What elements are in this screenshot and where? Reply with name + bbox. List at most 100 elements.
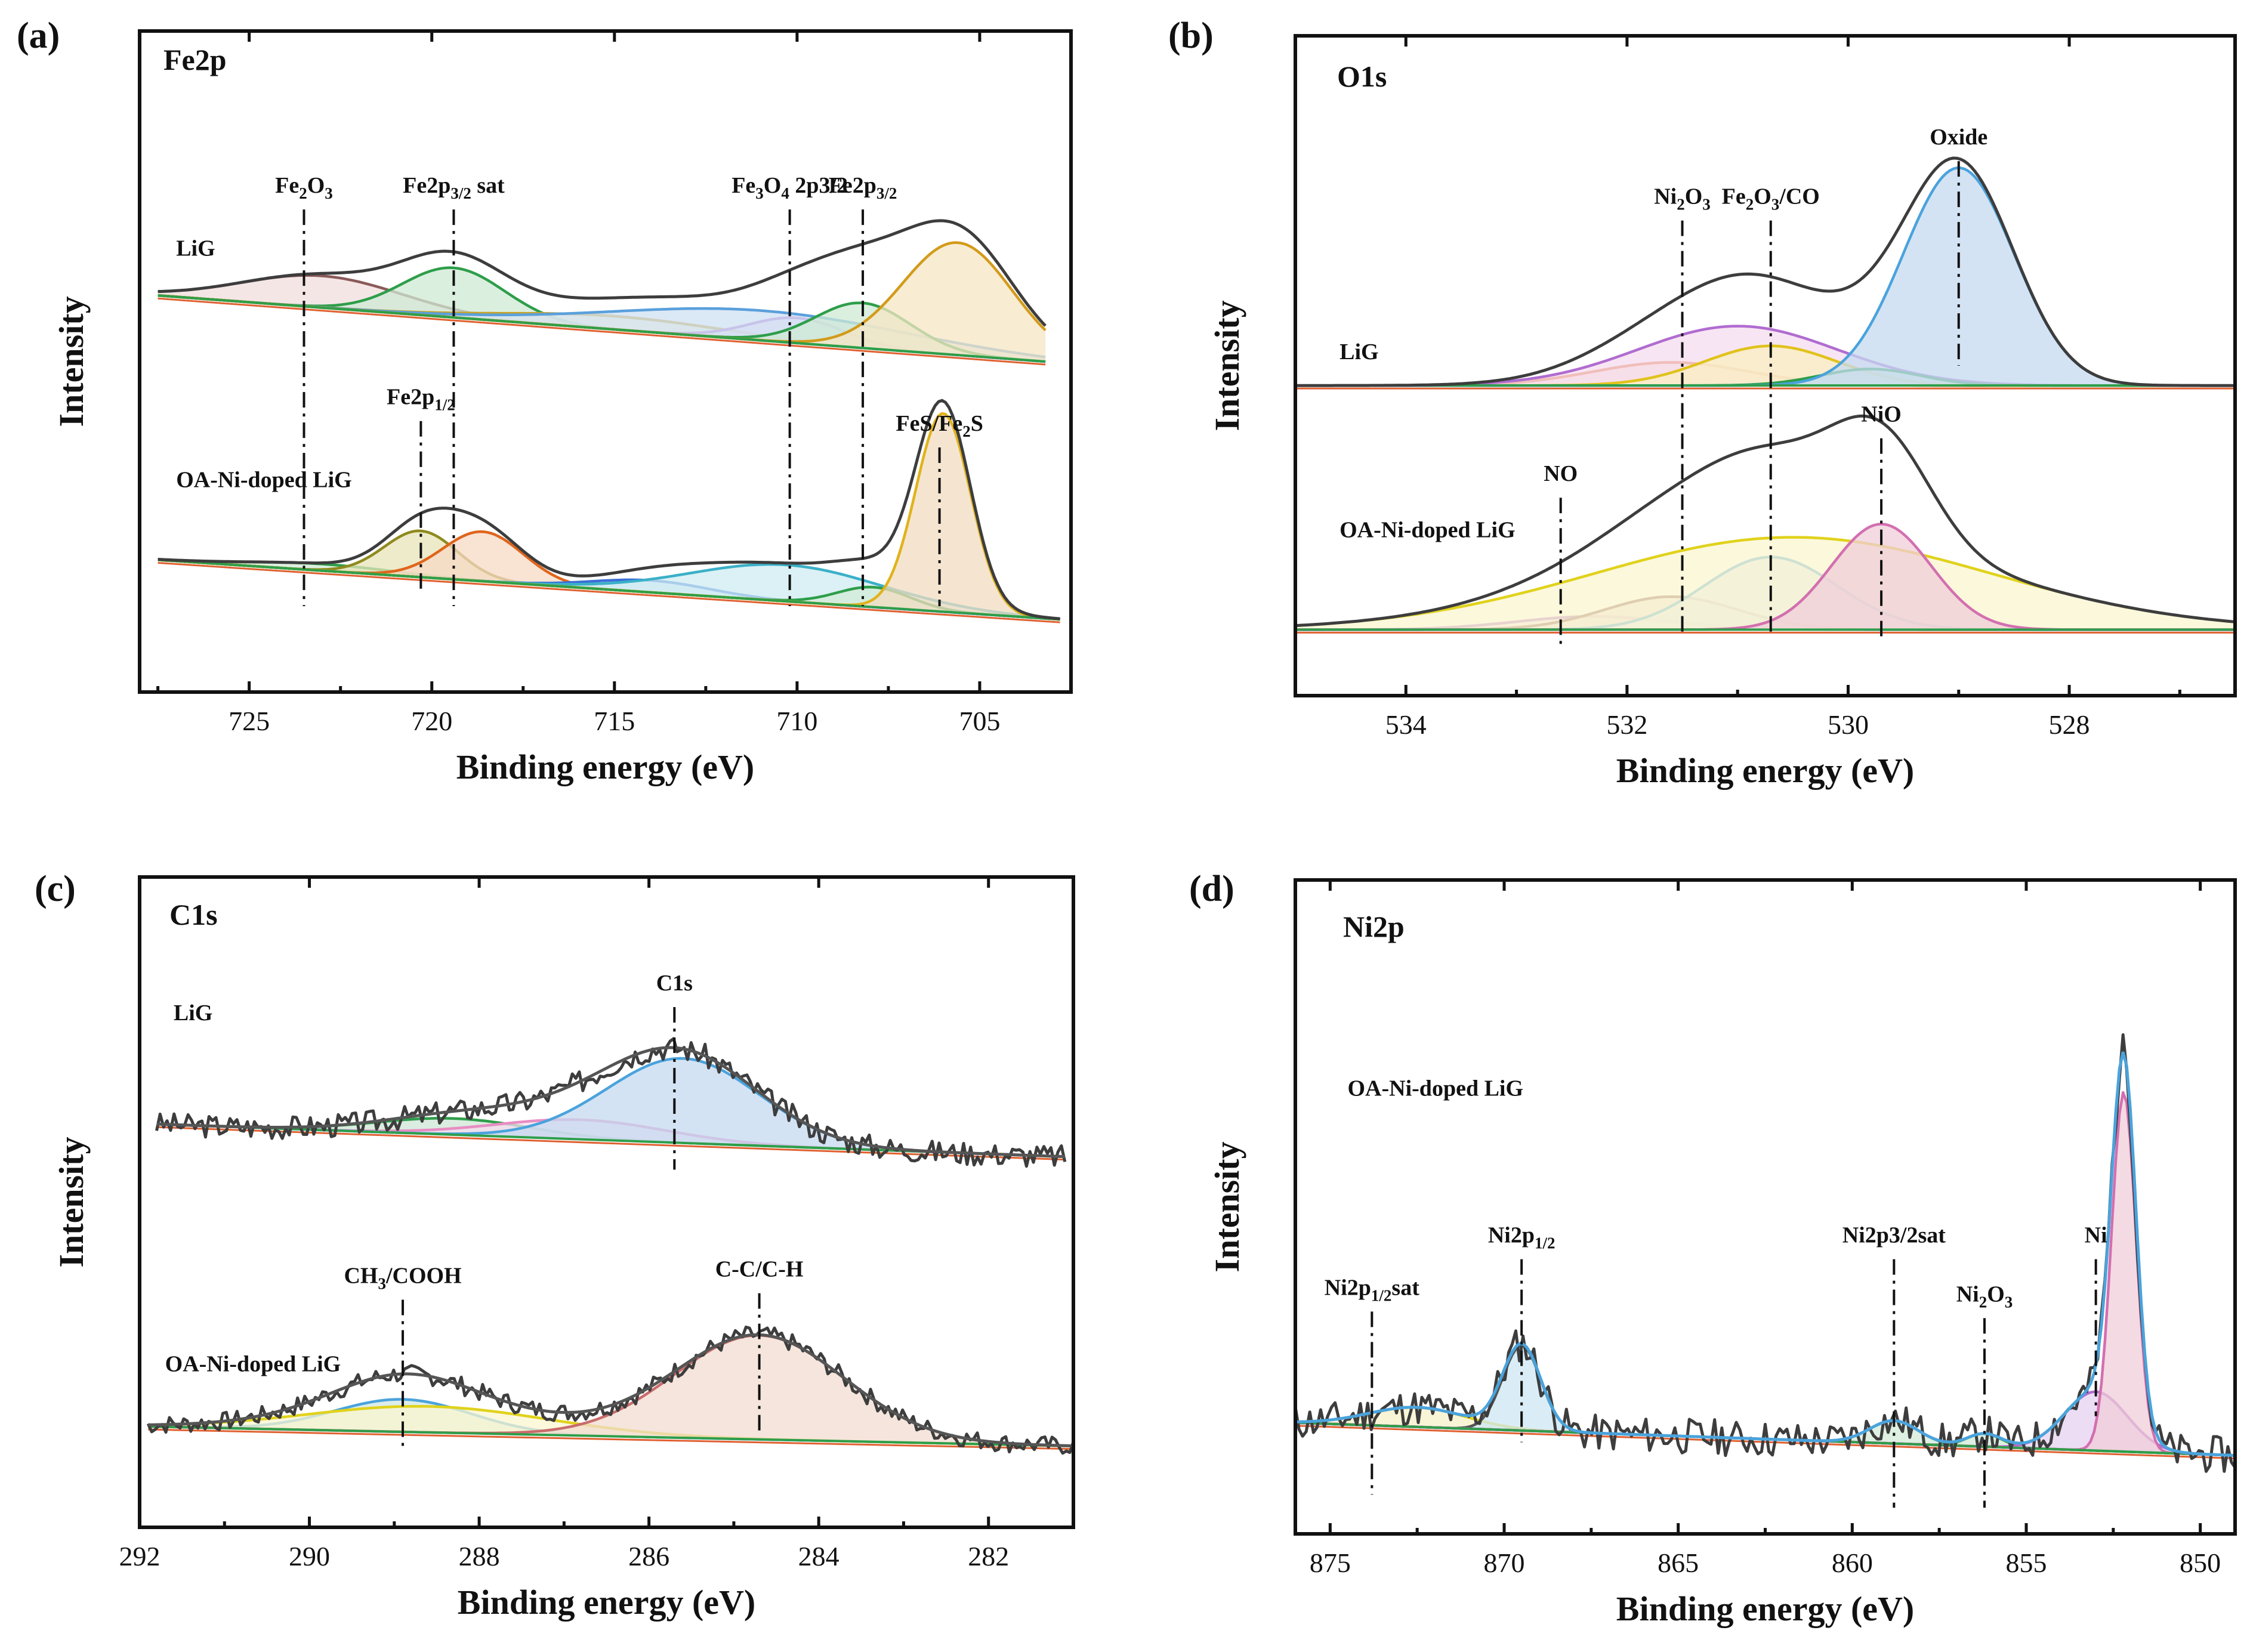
baseline-line <box>148 1425 1073 1447</box>
series-lig <box>1295 156 2235 390</box>
panel-title: C1s <box>169 898 218 931</box>
plot-area <box>158 219 1060 623</box>
baseline-line <box>158 297 1046 366</box>
envelope-curve <box>158 399 1060 620</box>
annotation-ni2o3: Ni2O3 <box>1654 184 1711 214</box>
panel-a: LiG OA-Ni-doped LiG Fe2O3 Fe2p3/2 sat Fe3O4 … <box>17 16 1073 786</box>
plot-area <box>1295 1033 2235 1473</box>
baseline-line <box>158 561 1060 623</box>
x-tick-label: 855 <box>2006 1548 2047 1578</box>
panel-letter: (d) <box>1189 869 1234 909</box>
x-tick-label: 715 <box>594 706 635 736</box>
annotation-fe2p12: Fe2p1/2 <box>387 385 455 414</box>
plot-frame <box>138 875 1075 1529</box>
panel-b: LiG OA-Ni-doped LiG Ni2O3 Fe2O3/CO Oxide NO Ni… <box>1168 16 2237 790</box>
envelope-curve <box>1295 156 2235 387</box>
component-fill <box>1295 345 2235 386</box>
component-fill <box>156 1058 1065 1157</box>
panel-title: O1s <box>1337 60 1387 93</box>
x-tick-label: 725 <box>229 706 270 736</box>
plot-area <box>1295 156 2235 634</box>
annotation-ni2o3: Ni2O3 <box>1956 1282 2013 1311</box>
annotation-fe2p32: Fe2p3/2 <box>829 173 897 202</box>
series-lig <box>155 1037 1067 1168</box>
series-label: LiG <box>1339 339 1378 365</box>
fit-sum-curve <box>148 1333 1073 1448</box>
x-tick-label: 705 <box>959 706 1000 736</box>
series-label: LiG <box>174 1001 212 1026</box>
series-label: OA-Ni-doped LiG <box>1339 518 1516 543</box>
component-fill <box>1295 1092 2235 1456</box>
x-tick-label: 870 <box>1484 1548 1525 1578</box>
component-fill <box>1295 537 2235 630</box>
baseline-line <box>1295 1425 2235 1459</box>
series-lig <box>158 219 1047 366</box>
annotation-ni2p12: Ni2p1/2 <box>1488 1223 1555 1252</box>
annotation-fe2p32-sat: Fe2p3/2 sat <box>403 173 505 202</box>
plot-frame <box>138 29 1073 694</box>
panel-title: Fe2p <box>163 43 227 76</box>
fit-sum-curve <box>156 1046 1065 1159</box>
y-axis-label: Intensity <box>52 1137 91 1267</box>
series-oa-ni-doped-lig <box>146 1325 1073 1455</box>
x-tick-label: 720 <box>411 706 452 736</box>
x-tick-label: 290 <box>289 1541 330 1571</box>
envelope-curve <box>1295 414 2235 628</box>
annotation-oxide: Oxide <box>1930 125 1987 150</box>
series-oa-ni-doped-lig <box>158 399 1060 623</box>
x-tick-label: 850 <box>2180 1548 2221 1578</box>
annotation-fes: FeS/Fe2S <box>896 411 983 440</box>
plot-frame <box>1294 34 2237 697</box>
fit-sum-curve <box>1295 1051 2235 1457</box>
annotation-nio: NiO <box>1861 402 1902 427</box>
baseline-line <box>148 1428 1073 1450</box>
panel-c: LiG OA-Ni-doped LiG C1s CH3/COOH C-C/C-H 292 2… <box>35 869 1075 1622</box>
x-tick-label: 530 <box>1828 709 1869 740</box>
x-tick-label: 860 <box>1832 1548 1873 1578</box>
annotation-ni: Ni <box>2085 1223 2107 1248</box>
x-axis-label: Binding energy (eV) <box>1616 1589 1914 1628</box>
component-fill <box>158 530 1060 620</box>
y-axis-label: Intensity <box>52 296 91 427</box>
panel-letter: (a) <box>17 16 60 56</box>
x-tick-label: 282 <box>968 1541 1009 1571</box>
annotation-no: NO <box>1544 461 1578 486</box>
plot-area <box>146 1037 1073 1455</box>
x-tick-label: 875 <box>1310 1548 1351 1578</box>
envelope-curve <box>158 219 1047 327</box>
x-tick-label: 286 <box>628 1541 669 1571</box>
x-tick-label: 865 <box>1658 1548 1699 1578</box>
x-tick-label: 532 <box>1606 709 1647 740</box>
x-axis-label: Binding energy (eV) <box>1616 751 1914 790</box>
baseline-line <box>158 294 1046 363</box>
panel-title: Ni2p <box>1343 910 1405 943</box>
panel-letter: (b) <box>1168 16 1214 56</box>
annotation-c1s: C1s <box>656 971 693 996</box>
component-fill <box>156 1118 1065 1157</box>
series-oa-ni-doped-lig <box>1295 414 2235 634</box>
envelope-curve <box>155 1037 1067 1168</box>
component-fill <box>158 413 1060 620</box>
annotation-ni2p32-sat: Ni2p3/2sat <box>1842 1223 1946 1248</box>
annotation-ch3-cooh: CH3/COOH <box>344 1264 461 1293</box>
series-label: OA-Ni-doped LiG <box>1348 1076 1524 1101</box>
component-fill <box>1295 1407 2235 1456</box>
series-oa-ni-doped-lig <box>1295 1033 2235 1473</box>
y-axis-label: Intensity <box>1208 300 1246 431</box>
series-label: LiG <box>176 236 215 261</box>
x-tick-label: 284 <box>798 1541 839 1571</box>
component-fill <box>148 1406 1073 1446</box>
series-label: OA-Ni-doped LiG <box>165 1351 341 1376</box>
x-tick-label: 710 <box>776 706 817 736</box>
annotation-fe2o3: Fe2O3 <box>275 173 333 202</box>
component-fill <box>148 1335 1073 1446</box>
component-fill <box>158 242 1046 362</box>
x-tick-label: 288 <box>459 1541 500 1571</box>
y-axis-label: Intensity <box>1208 1141 1246 1272</box>
annotation-fe3o4: Fe3O4 2p3/2 <box>732 173 848 202</box>
x-axis-label: Binding energy (eV) <box>456 748 754 786</box>
x-axis-label: Binding energy (eV) <box>458 1583 755 1622</box>
x-tick-label: 534 <box>1385 709 1427 740</box>
x-tick-label: 292 <box>119 1541 161 1571</box>
